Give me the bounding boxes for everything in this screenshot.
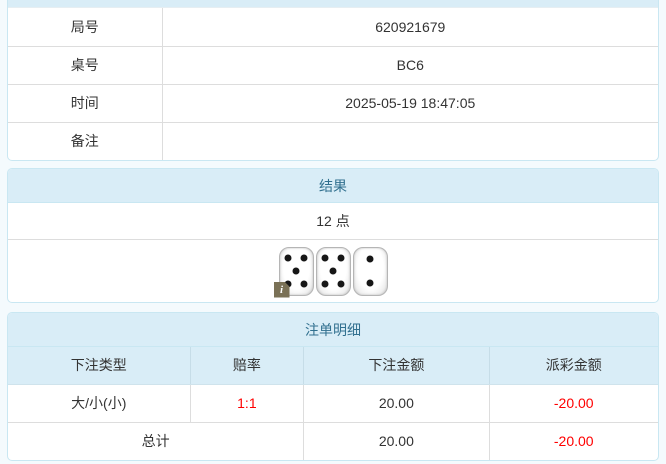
table-id-value: BC6 (161, 46, 658, 85)
die-pip (366, 279, 374, 287)
table-row: 桌号 BC6 (8, 46, 658, 85)
die-3-face-2 (352, 246, 388, 296)
col-header-odds: 赔率 (189, 347, 304, 385)
bet-details-table: 下注类型 赔率 下注金额 派彩金额 大/小(小) 1:1 20.00 -20.0… (8, 347, 658, 460)
die-pip (284, 280, 292, 288)
table-row: 大/小(小) 1:1 20.00 -20.00 (8, 384, 658, 423)
round-info-panel: 局号 620921679 桌号 BC6 时间 2025-05-19 18:47:… (7, 0, 659, 161)
time-label: 时间 (8, 84, 163, 123)
remark-value (161, 122, 658, 160)
die-pip (366, 255, 374, 263)
table-header-row: 下注类型 赔率 下注金额 派彩金额 (8, 347, 658, 385)
die-pip (337, 280, 345, 288)
result-panel-title: 结果 (8, 169, 658, 203)
table-row: 备注 (8, 122, 658, 160)
table-row: 时间 2025-05-19 18:47:05 (8, 84, 658, 123)
time-value: 2025-05-19 18:47:05 (161, 84, 658, 123)
die-1-face-5: i (273, 246, 314, 298)
round-id-label: 局号 (8, 8, 163, 47)
round-info-table: 局号 620921679 桌号 BC6 时间 2025-05-19 18:47:… (8, 8, 658, 160)
die-pip (284, 254, 292, 262)
col-header-bet-amount: 下注金额 (303, 347, 489, 385)
total-row: 总计 20.00 -20.00 (8, 422, 658, 460)
total-payout-amount: -20.00 (488, 422, 658, 460)
bet-details-panel: 注单明细 下注类型 赔率 下注金额 派彩金额 大/小(小) 1:1 20.00 … (7, 312, 659, 461)
result-panel: 结果 12 点 i (7, 168, 659, 303)
result-points: 12 点 (8, 203, 658, 240)
col-header-payout-amount: 派彩金额 (488, 347, 658, 385)
total-bet-amount: 20.00 (303, 422, 489, 460)
bet-amount-value: 20.00 (303, 384, 489, 423)
bet-type-value: 大/小(小) (8, 384, 190, 423)
table-row: 局号 620921679 (8, 8, 658, 47)
col-header-bet-type: 下注类型 (8, 347, 190, 385)
info-badge-icon[interactable]: i (273, 281, 290, 298)
round-id-value: 620921679 (161, 8, 658, 47)
die-pip (300, 280, 308, 288)
remark-label: 备注 (70, 133, 99, 150)
round-info-panel-heading (8, 0, 658, 8)
die-2-face-5 (315, 246, 351, 296)
die-pip (300, 254, 308, 262)
payout-amount-value: -20.00 (488, 384, 658, 423)
total-label: 总计 (141, 433, 170, 450)
die-pip (321, 254, 329, 262)
die-pip (292, 267, 300, 275)
dice-row: i (8, 240, 658, 302)
die-pip (337, 254, 345, 262)
bet-details-panel-title: 注单明细 (8, 313, 658, 347)
table-id-label: 桌号 (8, 46, 163, 85)
die-pip (321, 280, 329, 288)
odds-value: 1:1 (189, 384, 304, 423)
die-pip (329, 267, 337, 275)
